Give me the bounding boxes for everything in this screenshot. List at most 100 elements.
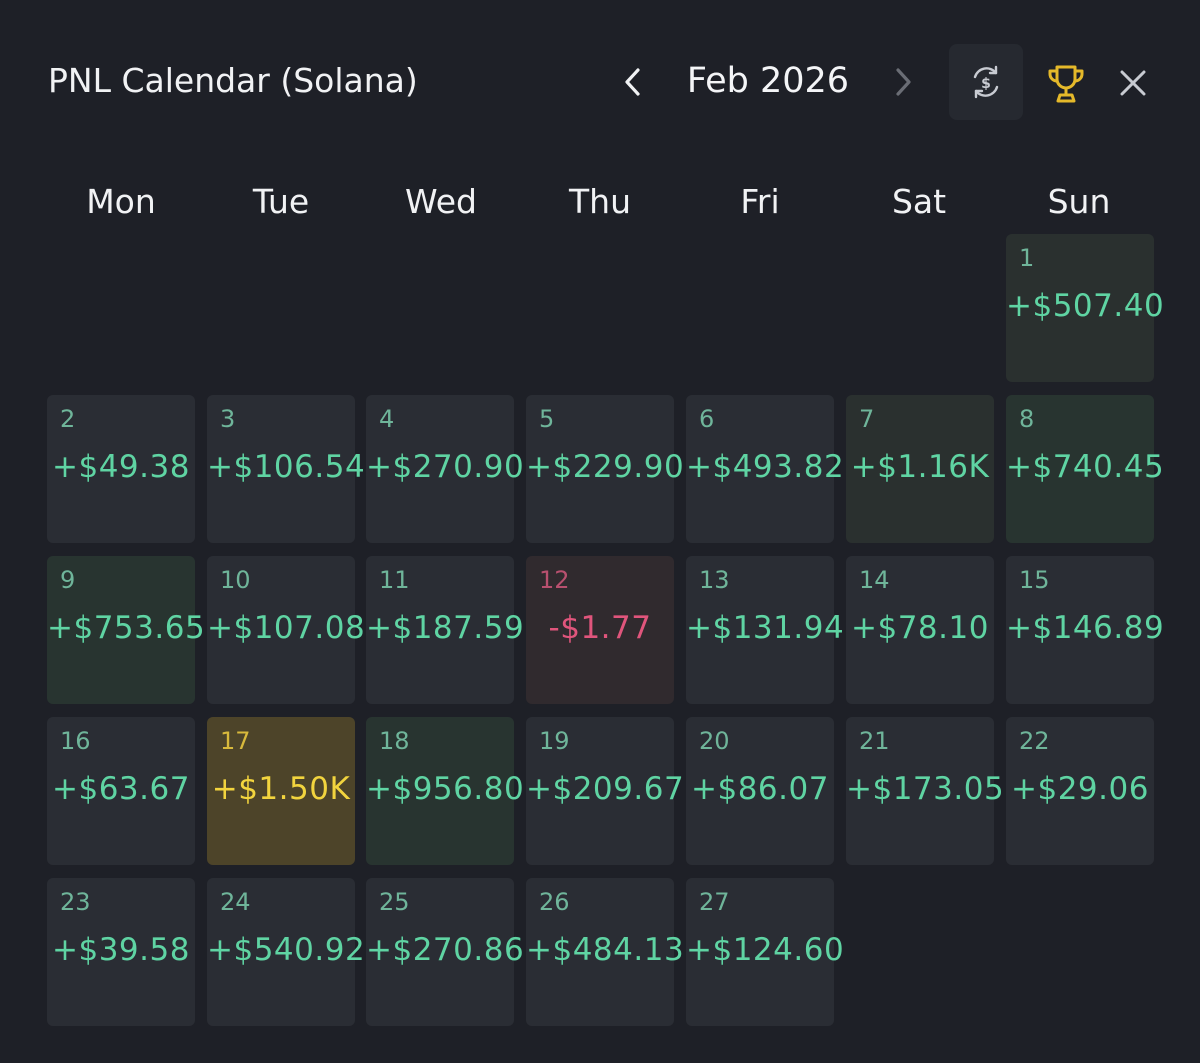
day-pnl-value: +$270.86	[366, 932, 525, 968]
day-number: 24	[220, 888, 251, 916]
currency-toggle-button[interactable]: $	[949, 44, 1023, 120]
day-pnl-value: +$1.50K	[211, 771, 351, 807]
day-pnl-value: +$270.90	[366, 449, 525, 485]
day-number: 6	[699, 405, 715, 433]
calendar-day-24[interactable]: 24 +$540.92	[207, 878, 366, 1026]
day-number: 13	[699, 566, 730, 594]
weekday-tue: Tue	[252, 182, 310, 221]
calendar-day-20[interactable]: 20 +$86.07	[686, 717, 834, 865]
chevron-left-icon	[625, 68, 640, 96]
day-number: 14	[859, 566, 890, 594]
day-number: 4	[379, 405, 395, 433]
day-number: 11	[379, 566, 410, 594]
calendar-day-17[interactable]: 17 +$1.50K	[207, 717, 355, 865]
leaderboard-button[interactable]	[1042, 60, 1090, 108]
calendar-day-21[interactable]: 21 +$173.05	[846, 717, 1005, 865]
day-number: 7	[859, 405, 875, 433]
next-month-button[interactable]	[884, 62, 922, 102]
day-pnl-value: +$209.67	[526, 771, 685, 807]
calendar-day-9[interactable]: 9 +$753.65	[47, 556, 206, 704]
weekday-header-row: Mon Tue Wed Thu Fri Sat Sun	[41, 178, 1159, 226]
calendar-day-4[interactable]: 4 +$270.90	[366, 395, 525, 543]
trophy-icon	[1048, 65, 1084, 103]
calendar-day-27[interactable]: 27 +$124.60	[686, 878, 845, 1026]
calendar-day-14[interactable]: 14 +$78.10	[846, 556, 994, 704]
calendar-day-15[interactable]: 15 +$146.89	[1006, 556, 1164, 704]
day-number: 16	[60, 727, 91, 755]
calendar-header: PNL Calendar (Solana) Feb 2026 $	[0, 0, 1200, 165]
day-pnl-value: +$173.05	[846, 771, 1005, 807]
calendar-day-26[interactable]: 26 +$484.13	[526, 878, 685, 1026]
day-number: 15	[1019, 566, 1050, 594]
day-pnl-value: +$106.54	[207, 449, 366, 485]
weekday-mon: Mon	[86, 182, 156, 221]
chevron-right-icon	[896, 68, 911, 96]
day-pnl-value: +$484.13	[526, 932, 685, 968]
day-pnl-value: +$63.67	[52, 771, 190, 807]
calendar-day-19[interactable]: 19 +$209.67	[526, 717, 685, 865]
day-number: 10	[220, 566, 251, 594]
day-pnl-value: +$540.92	[207, 932, 366, 968]
current-month-label: Feb 2026	[686, 61, 850, 101]
weekday-sun: Sun	[1047, 182, 1111, 221]
previous-month-button[interactable]	[614, 62, 652, 102]
day-pnl-value: +$187.59	[366, 610, 525, 646]
day-number: 19	[539, 727, 570, 755]
day-pnl-value: +$956.80	[366, 771, 525, 807]
day-pnl-value: +$753.65	[47, 610, 206, 646]
calendar-day-10[interactable]: 10 +$107.08	[207, 556, 366, 704]
day-number: 21	[859, 727, 890, 755]
day-number: 27	[699, 888, 730, 916]
calendar-day-11[interactable]: 11 +$187.59	[366, 556, 525, 704]
day-number: 12	[539, 566, 570, 594]
close-button[interactable]	[1112, 62, 1154, 104]
currency-swap-icon: $	[973, 65, 999, 99]
day-number: 5	[539, 405, 555, 433]
calendar-day-1[interactable]: 1 +$507.40	[1006, 234, 1165, 382]
day-number: 1	[1019, 244, 1035, 272]
calendar-day-13[interactable]: 13 +$131.94	[686, 556, 845, 704]
day-pnl-value: +$229.90	[526, 449, 685, 485]
day-pnl-value: -$1.77	[548, 610, 652, 646]
day-number: 17	[220, 727, 251, 755]
weekday-sat: Sat	[891, 182, 947, 221]
calendar-day-6[interactable]: 6 +$493.82	[686, 395, 845, 543]
calendar-day-23[interactable]: 23 +$39.58	[47, 878, 195, 1026]
calendar-day-18[interactable]: 18 +$956.80	[366, 717, 525, 865]
calendar-day-8[interactable]: 8 +$740.45	[1006, 395, 1165, 543]
day-pnl-value: +$507.40	[1006, 288, 1165, 324]
day-number: 2	[60, 405, 76, 433]
day-number: 3	[220, 405, 236, 433]
calendar-day-25[interactable]: 25 +$270.86	[366, 878, 525, 1026]
day-number: 26	[539, 888, 570, 916]
day-pnl-value: +$740.45	[1006, 449, 1165, 485]
calendar-day-22[interactable]: 22 +$29.06	[1006, 717, 1154, 865]
calendar-day-12[interactable]: 12 -$1.77	[526, 556, 674, 704]
day-pnl-value: +$1.16K	[850, 449, 990, 485]
calendar-day-5[interactable]: 5 +$229.90	[526, 395, 685, 543]
day-number: 23	[60, 888, 91, 916]
day-pnl-value: +$39.58	[52, 932, 190, 968]
day-pnl-value: +$493.82	[686, 449, 845, 485]
day-pnl-value: +$86.07	[691, 771, 829, 807]
page-title: PNL Calendar (Solana)	[48, 61, 418, 100]
day-number: 8	[1019, 405, 1035, 433]
calendar-day-16[interactable]: 16 +$63.67	[47, 717, 195, 865]
day-pnl-value: +$131.94	[686, 610, 845, 646]
calendar-day-7[interactable]: 7 +$1.16K	[846, 395, 994, 543]
svg-text:$: $	[981, 76, 991, 92]
weekday-wed: Wed	[405, 182, 477, 221]
weekday-fri: Fri	[740, 182, 780, 221]
calendar-day-3[interactable]: 3 +$106.54	[207, 395, 366, 543]
day-pnl-value: +$107.08	[207, 610, 366, 646]
day-number: 22	[1019, 727, 1050, 755]
day-pnl-value: +$124.60	[686, 932, 845, 968]
day-number: 25	[379, 888, 410, 916]
calendar-day-2[interactable]: 2 +$49.38	[47, 395, 195, 543]
day-pnl-value: +$78.10	[851, 610, 989, 646]
weekday-thu: Thu	[569, 182, 631, 221]
day-number: 20	[699, 727, 730, 755]
day-number: 9	[60, 566, 76, 594]
